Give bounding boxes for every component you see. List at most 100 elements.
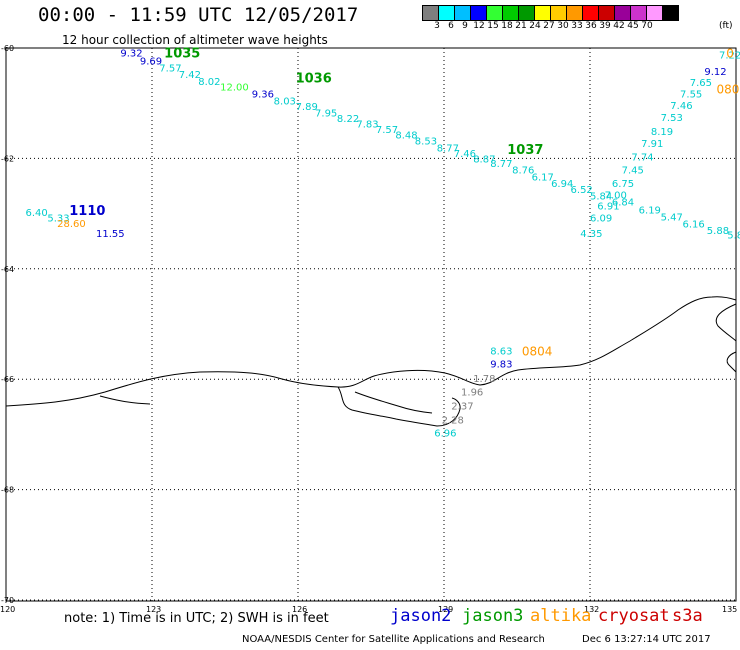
wave-height-value: 5.33 [47,213,69,224]
scale-label: 33 [571,21,583,31]
wave-height-value: 9.69 [140,57,162,68]
latitude-tick-label: -66 [1,375,14,384]
scale-swatch [662,5,679,21]
legend-s3a: s3a [672,606,703,626]
wave-height-value: 28.60 [57,219,86,230]
wave-height-value: 2.37 [451,402,473,413]
pass-time-label: 080 [717,82,740,96]
color-scale-bar [422,5,679,21]
wave-height-value: 6.91 [597,201,619,212]
wave-height-value: 6.09 [590,213,612,224]
pass-time-label: 1037 [507,143,543,158]
scale-label: 24 [529,21,541,31]
wave-height-value: 6.52 [571,185,593,196]
wave-height-value: 5.47 [661,212,683,223]
wave-height-value: 12.00 [220,83,249,94]
wave-height-value: 7.91 [641,139,663,150]
scale-label: 12 [473,21,485,31]
wave-height-value: 8.48 [395,131,417,142]
legend-jason3: jason3 [462,606,524,626]
wave-height-value: 2.28 [442,415,464,426]
latitude-tick-label: -64 [1,265,14,274]
legend-altika: altika [530,606,592,626]
wave-height-value: 8.22 [337,114,359,125]
scale-label: 39 [599,21,611,31]
legend-jason2: jason2 [390,606,452,626]
wave-height-value: 6.84 [612,197,634,208]
wave-height-value: 8.87 [473,154,495,165]
longitude-tick-label: 120 [0,605,15,614]
wave-height-value: 7.57 [376,125,398,136]
wave-height-value: 7.55 [680,89,702,100]
wave-height-value: 7.74 [631,153,653,164]
wave-height-value: 8.76 [512,165,534,176]
wave-height-value: 9.32 [120,48,142,59]
scale-label: 3 [434,21,440,31]
wave-height-value: 11.55 [96,229,125,240]
wave-height-value: 7.95 [315,109,337,120]
pass-time-label: 0 [726,47,734,61]
longitude-tick-label: 135 [722,605,737,614]
wave-height-value: 9.83 [490,360,512,371]
longitude-tick-label: 129 [438,605,453,614]
wave-height-value: 9.36 [252,89,274,100]
latitude-tick-label: -68 [1,486,14,495]
map-title: 00:00 - 11:59 UTC 12/05/2017 [38,4,359,26]
wave-height-value: 7.00 [605,190,627,201]
latitude-tick-label: -60 [1,44,14,53]
scale-label: 21 [515,21,527,31]
credit-text: NOAA/NESDIS Center for Satellite Applica… [242,634,545,645]
latitude-tick-label: -70 [1,596,14,605]
color-scale-unit: (ft) [719,21,733,31]
wave-height-value: 8.02 [198,77,220,88]
pass-time-label: 0804 [522,345,553,359]
wave-height-value: 6.19 [639,206,661,217]
wave-height-value: 1.96 [461,387,483,398]
wave-height-value: 7.57 [159,63,181,74]
legend-cryosat: cryosat [598,606,670,626]
wave-height-value: 6.96 [434,429,456,440]
wave-height-value: 6.17 [532,173,554,184]
wave-height-value: 7.53 [661,113,683,124]
scale-label: 6 [448,21,454,31]
scale-label: 27 [543,21,555,31]
wave-height-value: 8.19 [651,127,673,138]
map-frame [5,47,737,602]
wave-height-value: 7.83 [356,120,378,131]
scale-label: 30 [557,21,569,31]
longitude-tick-label: 126 [292,605,307,614]
wave-height-value: 6.75 [612,179,634,190]
credit-footer: NOAA/NESDIS Center for Satellite Applica… [242,634,711,645]
scale-label: 36 [585,21,597,31]
wave-height-value: 7.46 [454,149,476,160]
wave-height-value: 6.16 [682,220,704,231]
wave-height-value: 5.88 [707,226,729,237]
antarctic-coastline [5,296,737,427]
wave-height-value: 4.35 [580,229,602,240]
wave-height-value: 7.89 [296,102,318,113]
pass-time-label: 1036 [296,71,332,86]
scale-label: 18 [501,21,513,31]
wave-height-value: 8.53 [415,137,437,148]
map-subtitle: 12 hour collection of altimeter wave hei… [62,33,328,47]
longitude-tick-label: 132 [584,605,599,614]
render-timestamp: Dec 6 13:27:14 UTC 2017 [582,634,711,645]
footnote: note: 1) Time is in UTC; 2) SWH is in fe… [64,611,329,626]
wave-height-value: 7.42 [179,70,201,81]
scale-label: 45 [627,21,639,31]
wave-height-value: 8.77 [490,159,512,170]
wave-height-value: 7.22 [719,51,740,62]
scale-label: 15 [487,21,499,31]
wave-height-labels: 9.329.697.577.428.0212.009.368.037.897.9… [25,47,740,440]
pass-time-label: 1035 [164,47,200,62]
wave-height-value: 1.78 [473,374,495,385]
wave-height-value: 7.65 [690,78,712,89]
wave-height-value: 5.84 [727,231,740,242]
wave-height-value: 7.46 [670,101,692,112]
longitude-tick-label: 123 [146,605,161,614]
scale-label: 42 [613,21,625,31]
wave-height-value: 6.40 [25,208,47,219]
